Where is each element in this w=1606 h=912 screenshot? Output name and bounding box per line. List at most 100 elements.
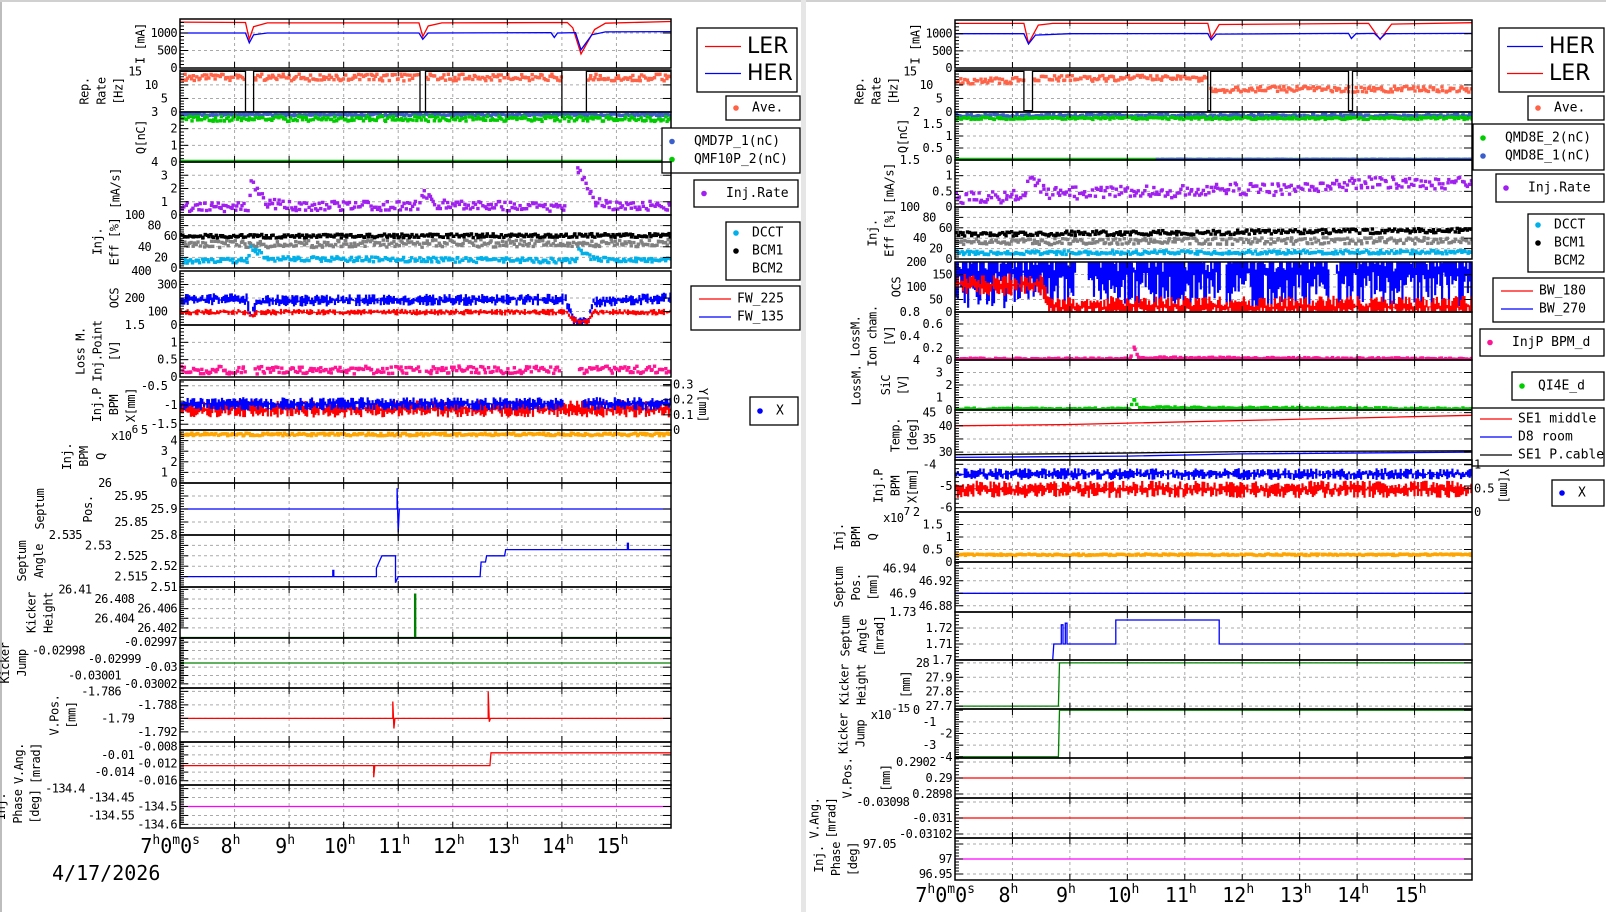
- series-trace-0-point: [181, 369, 185, 373]
- series-ave--point: [390, 73, 395, 77]
- series-bcm1-point: [449, 232, 454, 236]
- y-tick-label: 2.51: [151, 580, 178, 594]
- series-inj-rate-point: [328, 205, 332, 209]
- series-ave--point: [484, 78, 488, 83]
- series-trace-0-segment: [576, 400, 579, 416]
- series-ave--point: [629, 75, 633, 80]
- series-fw-225-segment: [667, 311, 670, 313]
- series-qmf10p-2-nc--point: [213, 116, 218, 120]
- series-fw-225-segment: [266, 309, 269, 314]
- series-trace-0-point: [378, 433, 382, 438]
- series-trace-0-point: [189, 370, 193, 374]
- series-trace-0-point: [205, 431, 209, 436]
- series-trace-0-segment: [598, 403, 602, 415]
- series-qmd7p-1-nc--point: [371, 112, 375, 116]
- series-trace-0-segment: [458, 408, 461, 413]
- series-x-segment: [623, 401, 626, 410]
- series-ave--point: [990, 79, 994, 83]
- series-ave--point: [1048, 78, 1052, 82]
- series-fw-135-segment: [314, 296, 317, 303]
- series-inj-rate-point: [282, 205, 287, 210]
- series-trace-0-point: [579, 433, 583, 437]
- series-bcm1-point: [345, 233, 349, 237]
- series-bcm1-point: [593, 235, 597, 239]
- series-trace-0-point: [644, 368, 648, 372]
- series-qmf10p-2-nc--point: [194, 115, 198, 119]
- series-fw-225-segment: [325, 310, 328, 314]
- series-ave--point: [379, 76, 383, 80]
- series-inj-rate-point: [234, 208, 238, 212]
- series-fw-225-segment: [212, 311, 215, 315]
- series-fw-225-segment: [204, 308, 207, 314]
- series-trace-0-point: [635, 364, 639, 368]
- series-dcct-point: [646, 257, 651, 261]
- series-trace-0-point: [241, 365, 246, 369]
- series-bcm2-point: [455, 242, 459, 246]
- series-fw-225-segment: [613, 310, 616, 314]
- series-bcm2-point: [521, 243, 525, 248]
- series-ave--point: [184, 78, 188, 82]
- series-x-segment: [343, 399, 346, 410]
- series-trace-0-point: [501, 371, 505, 376]
- series-fw-225-segment: [556, 311, 559, 313]
- series-fw-225-segment: [598, 310, 602, 313]
- series-qmf10p-2-nc--point: [291, 118, 295, 123]
- x-tick-label: 9h: [275, 833, 295, 858]
- series-fw-225-segment: [361, 309, 364, 314]
- series-trace-0-point: [282, 431, 287, 435]
- series-trace-0-point: [621, 366, 625, 370]
- series-qmf10p-2-nc--point: [261, 116, 265, 120]
- series-trace-0-segment: [651, 408, 654, 413]
- series-x-segment: [348, 402, 351, 408]
- series-trace-0-segment: [626, 404, 630, 410]
- series-inj-rate-point: [208, 208, 212, 212]
- series-fw-225-segment: [544, 310, 548, 316]
- series-bcm1-point: [596, 234, 601, 238]
- series-qmd7p-1-nc--point: [404, 112, 409, 116]
- series-ave--point: [1126, 74, 1131, 78]
- series-inj-rate-point: [594, 204, 598, 208]
- series-trace-0-point: [293, 369, 298, 374]
- series-trace-0-point: [387, 371, 391, 376]
- series-qmf10p-2-nc--point: [664, 115, 668, 119]
- series-fw-225-segment: [554, 312, 557, 316]
- y-tick-label: 0.5: [157, 353, 177, 367]
- series-x-segment: [394, 403, 397, 408]
- column-divider: [801, 0, 806, 912]
- series-trace-0-segment: [592, 403, 595, 411]
- series-qmd7p-1-nc--point: [244, 113, 248, 117]
- series-qmf10p-2-nc--point: [512, 116, 517, 120]
- legend-item: DCCT: [733, 226, 783, 241]
- series-fw-225-segment: [630, 311, 633, 315]
- series-bcm1-point: [609, 234, 613, 239]
- series-dcct-point: [421, 257, 426, 262]
- series-fw-225-segment: [536, 311, 539, 315]
- legend-label: Inj.Rate: [726, 186, 789, 201]
- series-qmf10p-2-nc--point: [649, 119, 653, 123]
- series-trace-0-point: [266, 432, 271, 437]
- series-bcm1-point: [541, 235, 545, 239]
- series-fw-135-segment: [350, 297, 353, 301]
- series-fw-135-segment: [625, 295, 628, 303]
- series-trace-0-point: [258, 433, 262, 438]
- series-x-segment: [230, 400, 233, 408]
- legend-label: LER: [1549, 61, 1590, 86]
- series-qmf10p-2-nc--point: [322, 115, 326, 120]
- series-dcct-point: [612, 258, 617, 262]
- series-fw-135-segment: [378, 299, 381, 301]
- series-trace-0-segment: [445, 406, 448, 411]
- series-qmf10p-2-nc--point: [184, 117, 189, 122]
- series-qmf10p-2-nc--point: [247, 116, 252, 120]
- series-bcm2-point: [526, 244, 530, 248]
- y-axis-label: Inj.: [91, 228, 105, 255]
- series-fw-135-segment: [373, 294, 376, 305]
- series-fw-135-segment: [342, 295, 345, 304]
- y-tick-label: -0.01: [101, 748, 134, 762]
- series-fw-225-segment: [572, 317, 575, 323]
- series-trace-0-point: [442, 368, 446, 372]
- legend-box: [696, 27, 798, 93]
- series-fw-135-segment: [432, 294, 435, 306]
- series-bcm1-point: [436, 232, 440, 237]
- series-bcm2-point: [628, 240, 632, 245]
